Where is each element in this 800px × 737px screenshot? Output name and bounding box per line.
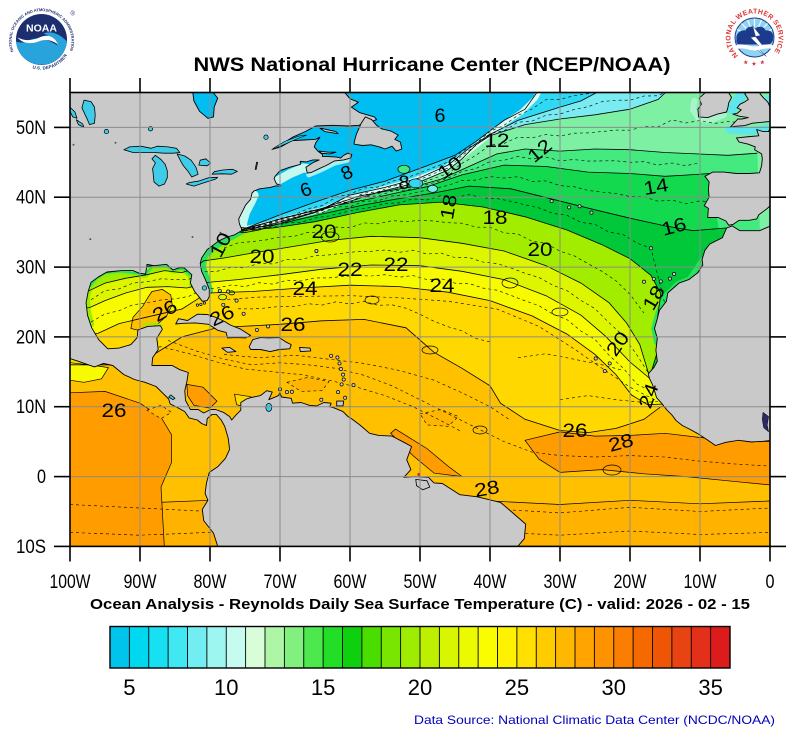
svg-text:10: 10 [214, 675, 238, 700]
svg-text:10W: 10W [684, 572, 717, 593]
svg-text:25: 25 [505, 675, 529, 700]
svg-text:40W: 40W [474, 572, 507, 593]
svg-text:90W: 90W [124, 572, 157, 593]
svg-text:8: 8 [399, 173, 410, 194]
svg-text:24: 24 [293, 279, 319, 300]
svg-text:20: 20 [312, 222, 337, 243]
svg-text:NWS National Hurricane Center: NWS National Hurricane Center (NCEP/NOAA… [194, 55, 671, 76]
svg-text:20: 20 [408, 675, 432, 700]
svg-text:12: 12 [485, 131, 510, 152]
svg-text:26: 26 [563, 421, 588, 442]
svg-text:0: 0 [37, 467, 46, 488]
svg-text:6: 6 [435, 106, 446, 127]
svg-text:20: 20 [528, 240, 553, 261]
svg-text:30W: 30W [544, 572, 577, 593]
svg-text:24: 24 [430, 276, 456, 297]
svg-text:5: 5 [123, 675, 135, 700]
svg-text:80W: 80W [194, 572, 227, 593]
svg-text:70W: 70W [264, 572, 297, 593]
svg-text:35: 35 [698, 675, 722, 700]
svg-text:15: 15 [311, 675, 335, 700]
svg-text:NOAA: NOAA [26, 23, 57, 35]
svg-text:22: 22 [338, 260, 363, 281]
svg-text:60W: 60W [334, 572, 367, 593]
svg-text:20W: 20W [614, 572, 647, 593]
svg-text:18: 18 [437, 193, 462, 221]
svg-text:10S: 10S [16, 537, 46, 558]
svg-text:Ocean Analysis - Reynolds Dail: Ocean Analysis - Reynolds Daily Sea Surf… [90, 596, 750, 613]
svg-text:28: 28 [473, 477, 501, 502]
svg-text:50W: 50W [404, 572, 437, 593]
svg-text:20N: 20N [16, 327, 46, 348]
svg-text:26: 26 [102, 401, 127, 422]
svg-text:18: 18 [483, 208, 508, 229]
svg-text:100W: 100W [50, 572, 91, 593]
svg-text:®: ® [71, 11, 76, 18]
svg-text:26: 26 [281, 315, 306, 336]
svg-text:50N: 50N [16, 118, 46, 139]
svg-text:22: 22 [384, 255, 409, 276]
svg-text:Data Source: National Climatic: Data Source: National Climatic Data Cent… [414, 713, 775, 727]
svg-text:40N: 40N [16, 188, 46, 209]
svg-text:30: 30 [602, 675, 626, 700]
svg-text:10N: 10N [16, 397, 46, 418]
svg-text:20: 20 [250, 247, 275, 268]
svg-text:30N: 30N [16, 258, 46, 279]
svg-text:14: 14 [642, 175, 671, 200]
svg-text:0: 0 [766, 572, 775, 593]
